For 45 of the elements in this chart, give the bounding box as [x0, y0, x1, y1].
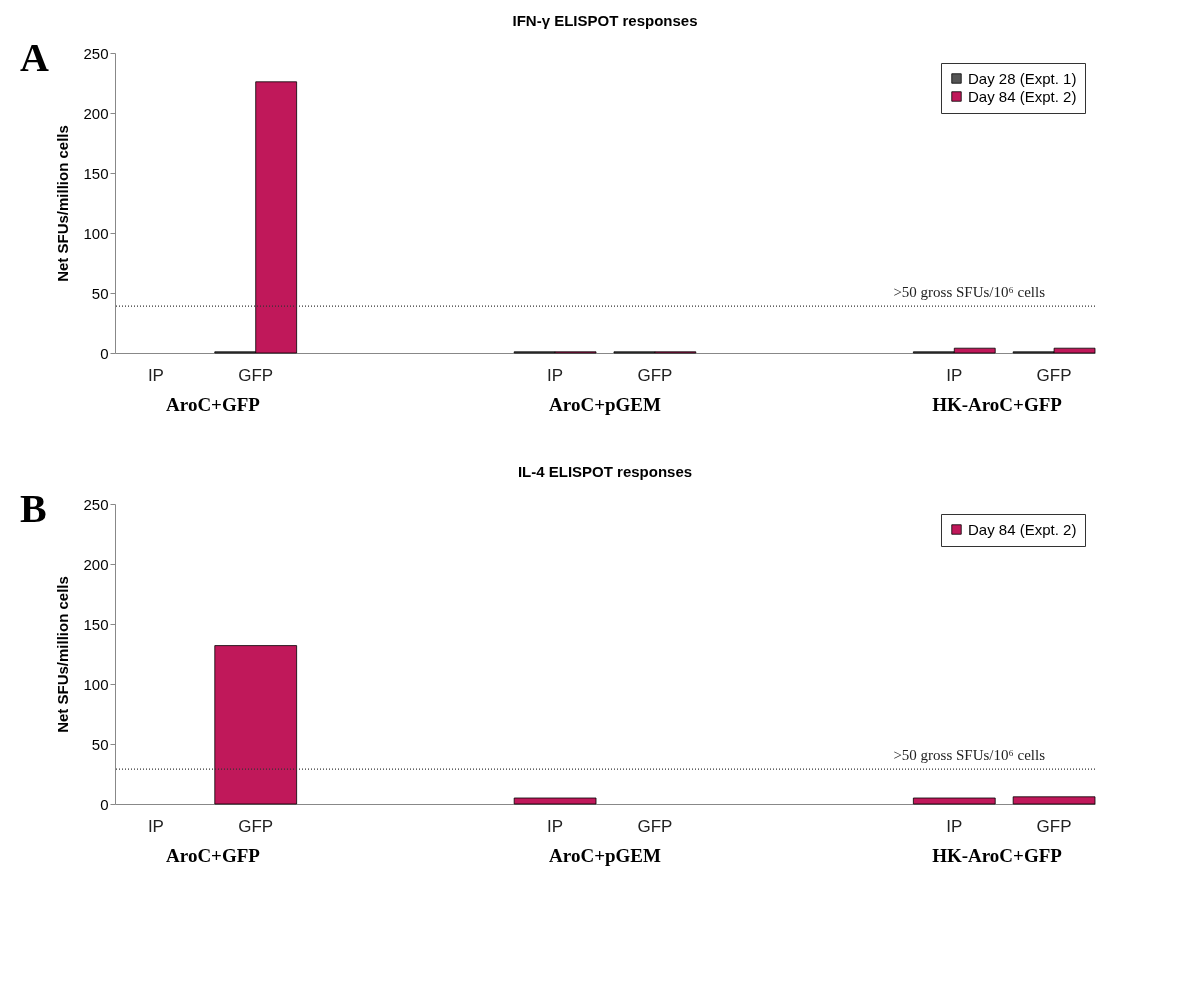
- text: AroC+GFP: [166, 394, 261, 415]
- y-tick-label: 100: [83, 675, 109, 693]
- bar: [513, 797, 597, 805]
- chart-title: IFN-γ ELISPOT responses: [512, 12, 698, 29]
- text: HK-AroC+GFP: [932, 845, 1063, 866]
- x-tick-label: GFP: [637, 365, 673, 385]
- x-tick-label: IP: [147, 816, 164, 836]
- text: AroC+GFP: [166, 845, 261, 866]
- y-tick-label: 100: [83, 224, 109, 242]
- x-tick-label: IP: [147, 365, 164, 385]
- y-tick-label: 250: [83, 495, 109, 513]
- y-tick-label: 150: [83, 615, 109, 633]
- legend-label: Day 28 (Expt. 1): [968, 69, 1077, 87]
- bar: [912, 797, 996, 805]
- legend-label: Day 84 (Expt. 2): [968, 87, 1077, 105]
- bar: [214, 645, 298, 805]
- y-axis-title: Net SFUs/million cells: [54, 125, 72, 282]
- x-tick-label: IP: [946, 816, 963, 836]
- text: AroC+pGEM: [549, 394, 661, 415]
- y-tick-label: 50: [91, 284, 109, 302]
- x-tick-label: GFP: [1036, 816, 1072, 836]
- x-tick-label: GFP: [238, 365, 274, 385]
- x-tick-label: GFP: [637, 816, 673, 836]
- y-tick-label: 0: [100, 795, 109, 813]
- y-tick-label: 50: [91, 735, 109, 753]
- x-tick-label: IP: [547, 365, 564, 385]
- text: HK-AroC+GFP: [932, 394, 1063, 415]
- y-tick-label: 200: [83, 555, 109, 573]
- ref-line-label: >50 gross SFUs/10⁶ cells: [893, 747, 1046, 764]
- ref-line-label: >50 gross SFUs/10⁶ cells: [893, 284, 1046, 301]
- x-tick-label: IP: [547, 816, 564, 836]
- bar: [1012, 796, 1096, 805]
- x-tick-label: GFP: [238, 816, 274, 836]
- y-tick-label: 0: [100, 344, 109, 362]
- legend-label: Day 84 (Expt. 2): [968, 520, 1077, 538]
- text: AroC+pGEM: [549, 845, 661, 866]
- chart-title: IL-4 ELISPOT responses: [517, 463, 693, 480]
- text: A: [20, 35, 49, 80]
- y-tick-label: 250: [83, 44, 109, 62]
- y-axis-title: Net SFUs/million cells: [54, 576, 72, 733]
- x-tick-label: IP: [946, 365, 963, 385]
- y-tick-label: 150: [83, 164, 109, 182]
- y-tick-label: 200: [83, 104, 109, 122]
- text: B: [20, 486, 47, 531]
- x-tick-label: GFP: [1036, 365, 1072, 385]
